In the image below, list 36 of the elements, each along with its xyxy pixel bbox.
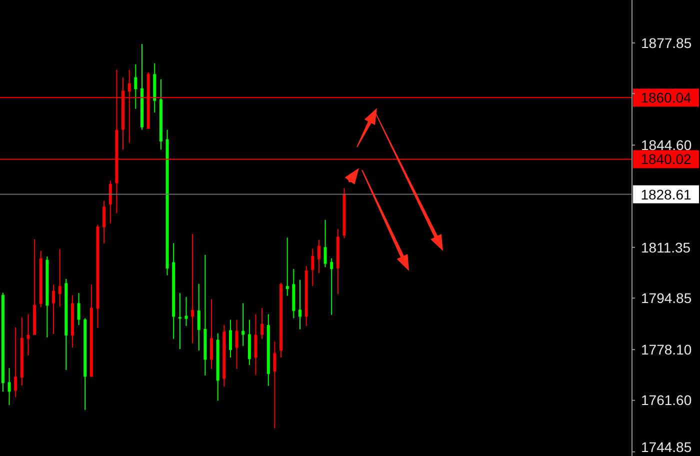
ref-line-label: 1860.04: [640, 90, 692, 106]
y-tick-label: 1844.60: [641, 137, 692, 154]
ref-line-label: 1828.61: [640, 186, 692, 202]
candlestick: [197, 283, 200, 352]
ref-line-label: 1840.02: [640, 151, 692, 168]
candlestick: [52, 284, 56, 334]
candlestick: [191, 233, 194, 344]
candlestick: [58, 248, 62, 308]
candlestick: [108, 180, 112, 224]
candlestick: [77, 292, 80, 326]
candlestick: [317, 239, 320, 274]
y-tick-label: 1744.85: [641, 438, 692, 455]
y-tick-label: 1778.10: [641, 342, 692, 358]
y-tick-label: 1811.35: [641, 239, 691, 256]
candlestick: [260, 308, 264, 340]
y-tick-label: 1761.60: [641, 392, 692, 408]
candlestick: [286, 237, 289, 296]
candlestick: [298, 279, 302, 330]
candlestick: [102, 200, 106, 244]
candlestick: [184, 296, 188, 326]
candlestick: [210, 298, 214, 370]
candlestick: [14, 326, 18, 398]
candlestick: [235, 319, 238, 370]
candlestick: [26, 314, 30, 356]
candlestick: [228, 319, 232, 358]
candlestick: [330, 258, 334, 316]
candlestick: [178, 292, 182, 350]
candlestick: [8, 368, 11, 406]
candlestick: [324, 219, 327, 268]
candlestick: [254, 314, 258, 376]
y-tick-label: 1794.85: [641, 290, 692, 306]
candlestick: [273, 341, 276, 429]
candlestick: [242, 302, 245, 346]
candlestick: [134, 64, 138, 110]
candlestick: [311, 248, 314, 286]
y-tick-label: 1877.85: [641, 34, 692, 51]
